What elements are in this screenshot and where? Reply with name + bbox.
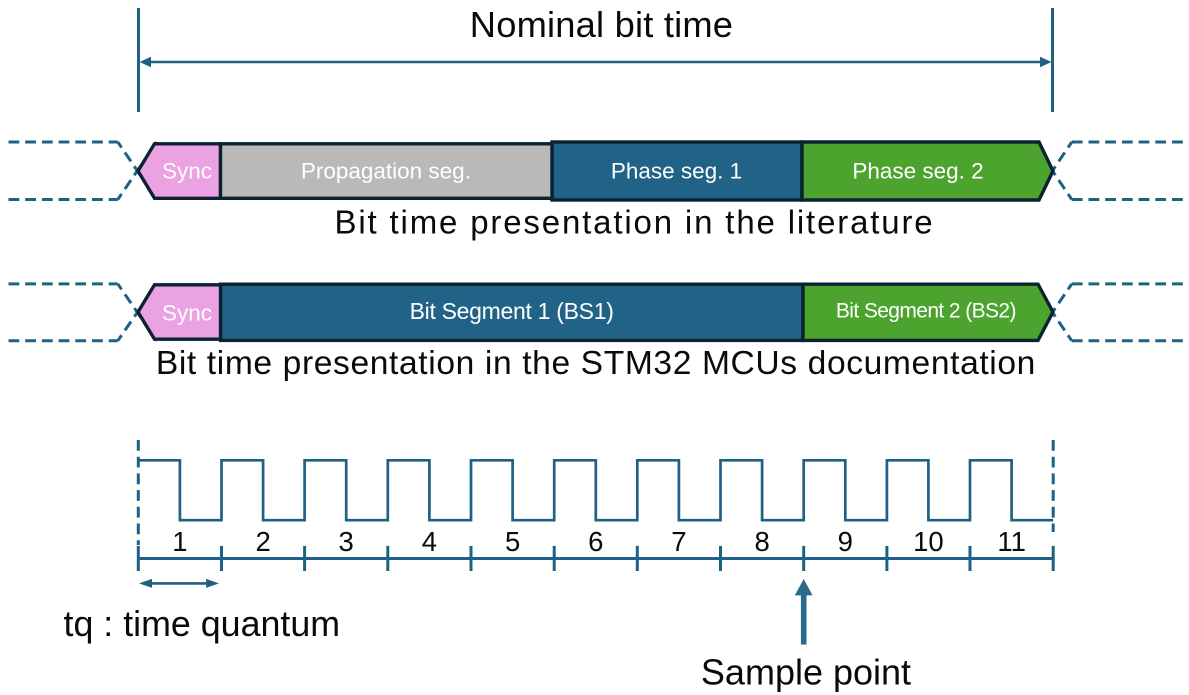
svg-text:tq : time quantum: tq : time quantum	[64, 604, 341, 644]
svg-text:Sync: Sync	[162, 301, 212, 326]
svg-text:8: 8	[754, 526, 769, 557]
svg-text:Bit Segment 2 (BS2): Bit Segment 2 (BS2)	[836, 300, 1016, 323]
svg-text:Sync: Sync	[162, 158, 212, 183]
svg-text:Phase seg. 1: Phase seg. 1	[611, 158, 742, 183]
svg-text:6: 6	[588, 526, 603, 557]
svg-text:4: 4	[422, 526, 437, 557]
svg-text:Nominal bit time: Nominal bit time	[470, 4, 733, 45]
svg-text:5: 5	[505, 526, 520, 557]
svg-text:11: 11	[997, 526, 1026, 557]
svg-text:2: 2	[255, 526, 270, 557]
svg-text:10: 10	[913, 526, 944, 557]
svg-text:3: 3	[339, 526, 354, 557]
svg-text:Phase seg. 2: Phase seg. 2	[852, 158, 983, 183]
svg-text:9: 9	[838, 526, 853, 557]
svg-text:Bit Segment 1 (BS1): Bit Segment 1 (BS1)	[410, 298, 614, 324]
svg-text:Bit time presentation in the S: Bit time presentation in the STM32 MCUs …	[156, 345, 1036, 382]
svg-text:1: 1	[172, 526, 187, 557]
svg-text:Bit time presentation in the l: Bit time presentation in the literature	[334, 203, 934, 240]
svg-text:Sample point: Sample point	[701, 652, 911, 693]
svg-text:Propagation seg.: Propagation seg.	[301, 158, 471, 183]
svg-text:7: 7	[671, 526, 686, 557]
